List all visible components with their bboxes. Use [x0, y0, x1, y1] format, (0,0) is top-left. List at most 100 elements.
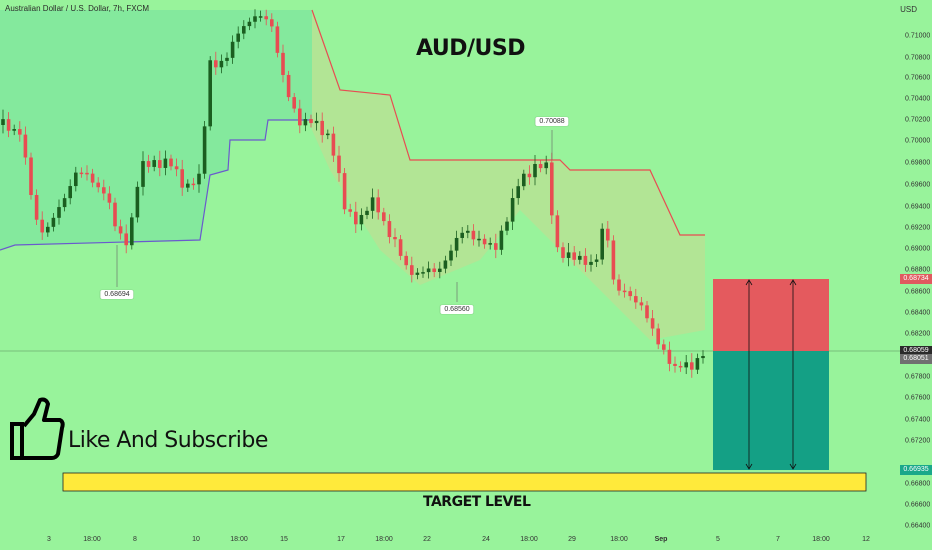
candle-body [572, 252, 576, 260]
take-profit-zone[interactable] [713, 351, 829, 470]
candle-body [482, 238, 487, 245]
candle-body [286, 74, 291, 98]
candle-body [90, 173, 95, 183]
x-tick-label: 3 [47, 536, 51, 543]
candle-body [258, 16, 263, 18]
candle-body [309, 119, 313, 124]
x-tick-label: 7 [776, 536, 780, 543]
candle-body [225, 57, 229, 61]
candle-body [538, 163, 543, 169]
y-tick-label: 0.69800 [905, 159, 931, 167]
candle-body [130, 217, 134, 246]
candle-body [499, 230, 504, 250]
candle-body [533, 163, 537, 178]
y-tick-label: 0.69000 [905, 245, 931, 253]
candle-body [102, 187, 106, 194]
candle-body [600, 228, 604, 260]
x-tick-label: 15 [280, 536, 288, 543]
x-tick-label: 18:00 [520, 536, 538, 543]
candle-body [303, 119, 308, 126]
candle-body [471, 230, 476, 240]
y-tick-label: 0.70200 [905, 116, 931, 124]
candle-body [678, 365, 683, 368]
candle-body [376, 197, 380, 213]
candle-body [522, 173, 526, 187]
candle-body [477, 238, 481, 241]
y-tick-label: 0.69200 [905, 224, 931, 232]
x-tick-label: 5 [716, 536, 720, 543]
candle-body [628, 291, 632, 297]
candle-body [415, 272, 420, 275]
candle-body [292, 97, 296, 109]
candle-body [488, 243, 492, 245]
candle-body [163, 158, 168, 168]
candle-body [230, 41, 235, 58]
x-tick-label: 18:00 [230, 536, 248, 543]
candle-body [169, 158, 173, 167]
candle-body [398, 239, 403, 256]
candle-body [337, 155, 341, 174]
candle-body [264, 16, 268, 20]
candle-body [594, 259, 599, 262]
candle-body [578, 255, 582, 260]
candle-body [695, 358, 700, 370]
candle-body [146, 161, 151, 167]
candle-body [247, 21, 252, 27]
candle-body [242, 26, 246, 34]
candle-body [107, 193, 112, 203]
candle-body [404, 255, 408, 266]
x-tick-label: 24 [482, 536, 490, 543]
candle-body [141, 161, 145, 187]
candle-body [314, 120, 319, 124]
candle-body [650, 318, 655, 329]
currency-label: USD [900, 5, 917, 14]
y-tick-label: 0.68600 [905, 288, 931, 296]
candle-body [606, 228, 610, 241]
candle-body [281, 52, 285, 75]
candle-body [208, 60, 212, 127]
candle-body [583, 255, 588, 265]
candle-body [326, 133, 330, 136]
symbol-title[interactable]: Australian Dollar / U.S. Dollar, 7h, FXC… [5, 4, 150, 13]
candle-body [270, 19, 274, 27]
candle-body [466, 230, 470, 233]
y-tick-label: 0.66400 [905, 522, 931, 530]
candle-body [505, 221, 509, 231]
x-tick-label: 17 [337, 536, 345, 543]
candle-body [359, 214, 364, 225]
candle-body [690, 362, 694, 370]
arrow-head-left [745, 279, 753, 470]
stop-loss-zone[interactable] [713, 279, 829, 351]
candle-body [29, 157, 33, 195]
candle-body [348, 209, 352, 212]
candle-body [214, 60, 218, 68]
candle-body [62, 198, 67, 208]
candle-body [57, 207, 61, 218]
candle-body [365, 210, 369, 215]
candle-body [438, 268, 442, 272]
candle-body [34, 194, 39, 220]
supertrend-down-fill [312, 10, 705, 340]
x-tick-label: 29 [568, 536, 576, 543]
y-tick-label: 0.68400 [905, 309, 931, 317]
y-tick-label: 0.66800 [905, 480, 931, 488]
y-tick-label: 0.66600 [905, 501, 931, 509]
candle-body [320, 120, 324, 136]
x-tick-label: 8 [133, 536, 137, 543]
x-tick-label: 12 [862, 536, 870, 543]
supertrend-down-line [311, 9, 705, 236]
y-tick-label: 0.70400 [905, 95, 931, 103]
candle-body [639, 302, 644, 306]
candle-body [298, 108, 302, 126]
candle-body [516, 186, 520, 199]
candle-body [253, 16, 257, 22]
candle-body [622, 290, 627, 293]
candle-body [85, 172, 89, 175]
candle-body [191, 183, 196, 186]
candle-body [152, 160, 156, 167]
y-tick-label: 0.69400 [905, 203, 931, 211]
candle-body [393, 237, 397, 240]
supertrend-up-line [0, 119, 312, 251]
target-level-bar[interactable] [62, 472, 867, 492]
